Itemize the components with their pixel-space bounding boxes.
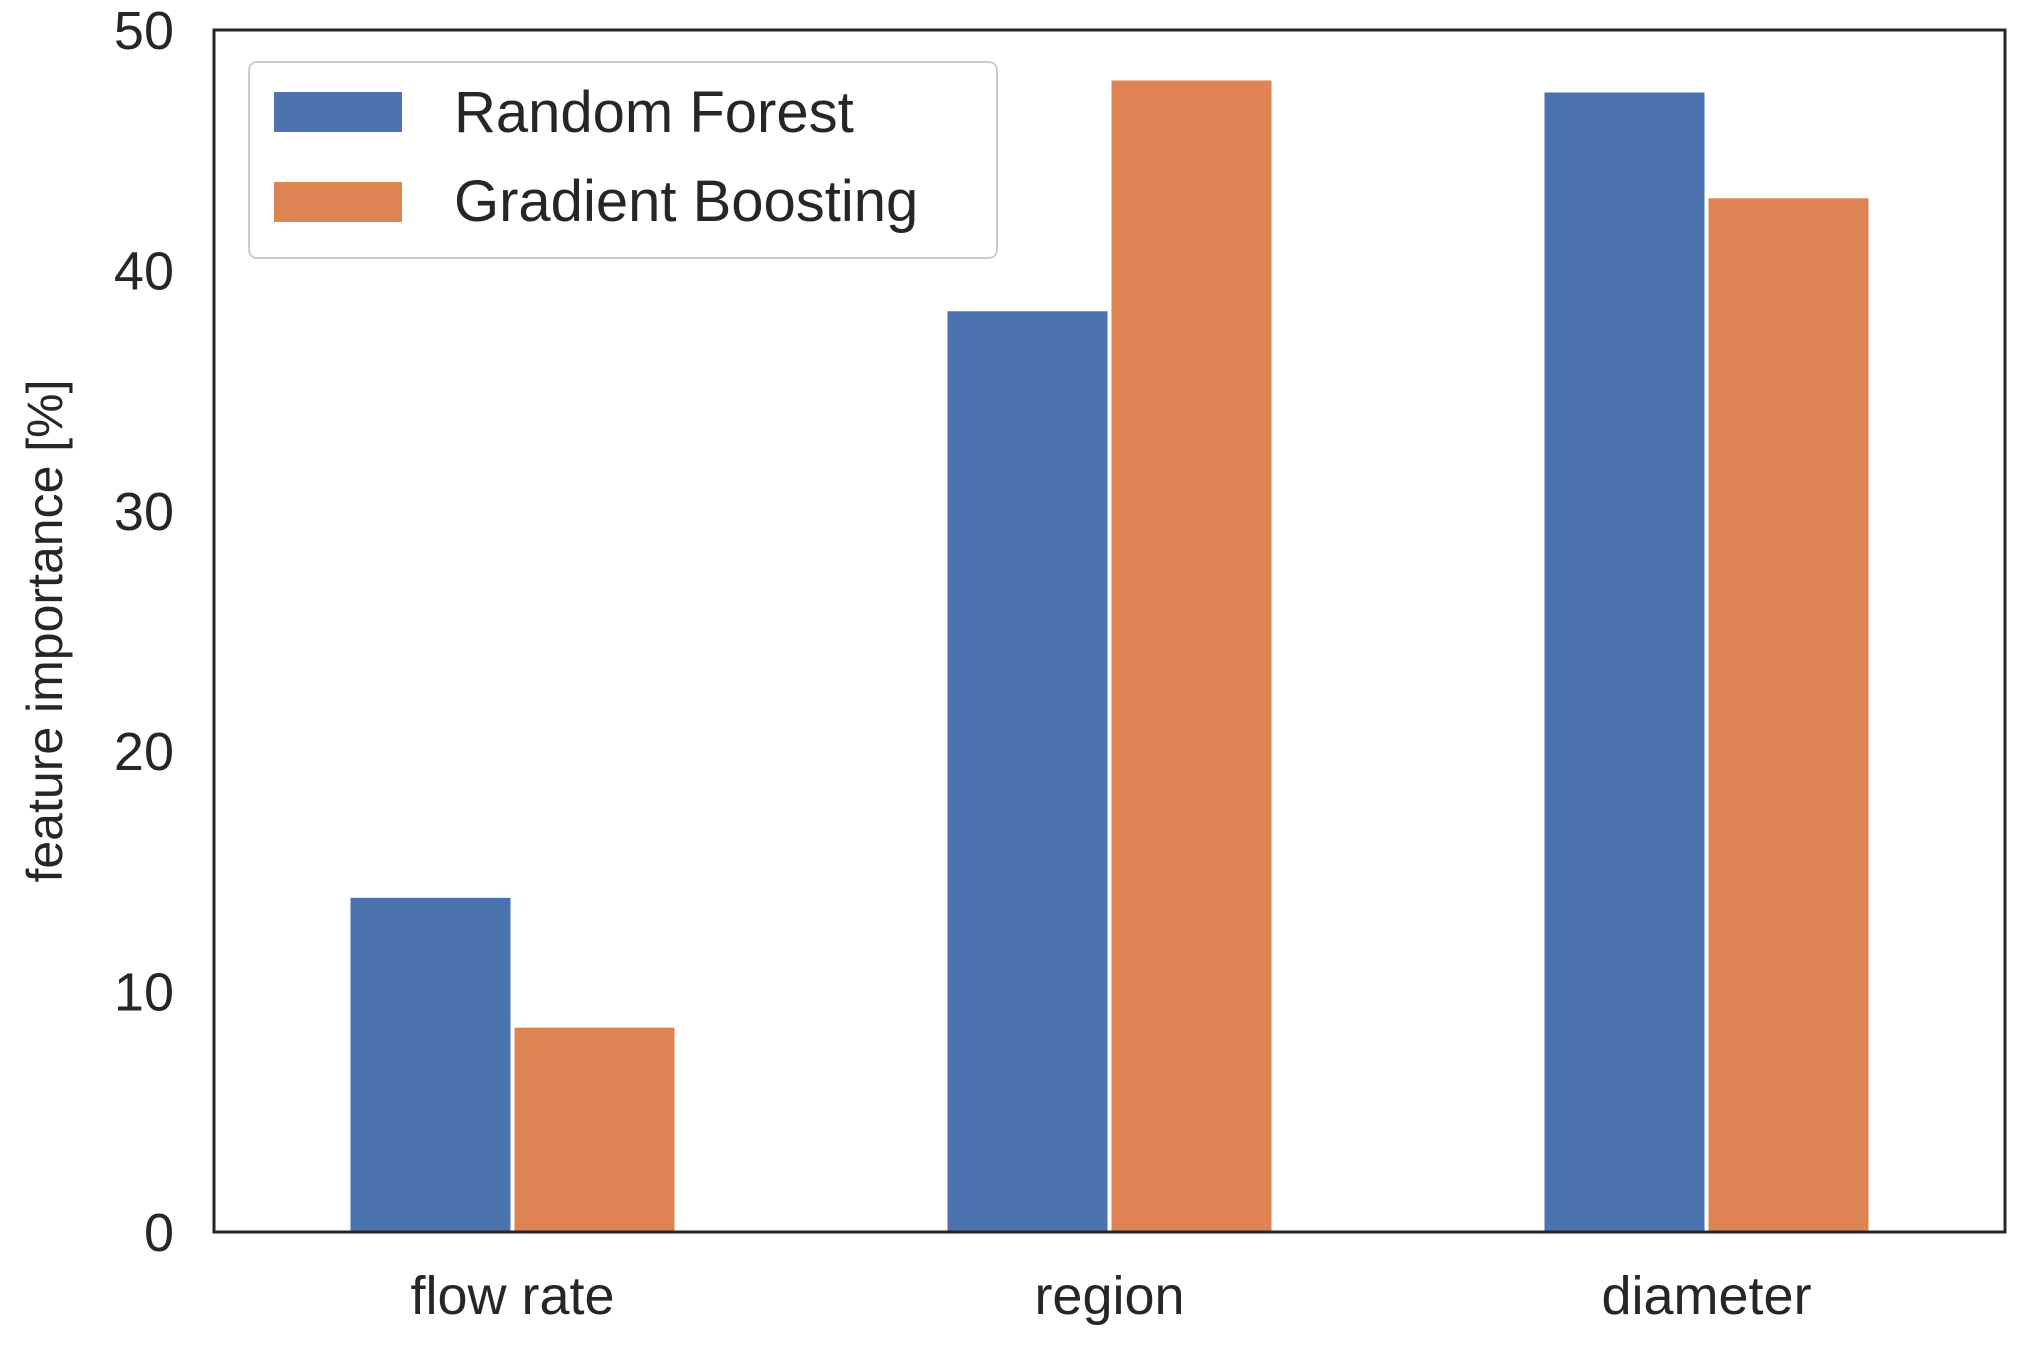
- y-tick-label-40: 40: [114, 241, 174, 301]
- y-tick-label-10: 10: [114, 963, 174, 1023]
- y-axis-title: feature importance [%]: [17, 379, 73, 882]
- bars-layer: [350, 80, 1869, 1232]
- legend-label-gradient-boosting: Gradient Boosting: [454, 169, 918, 234]
- legend-box: [248, 61, 998, 259]
- legend-swatch-gradient-boosting: [274, 182, 402, 222]
- x-tick-label-region: region: [1034, 1266, 1184, 1326]
- x-tick-label-flow-rate: flow rate: [410, 1266, 614, 1326]
- legend-swatch-random-forest: [274, 92, 402, 132]
- y-tick-label-50: 50: [114, 1, 174, 61]
- legend-label-random-forest: Random Forest: [454, 80, 854, 145]
- bar-random-forest-diameter: [1544, 92, 1705, 1232]
- bar-random-forest-region: [947, 311, 1108, 1232]
- legend: Random Forest Gradient Boosting: [248, 61, 998, 259]
- y-tick-label-20: 20: [114, 722, 174, 782]
- plot-frame: [212, 28, 2007, 1234]
- bar-random-forest-flow-rate: [350, 897, 511, 1232]
- x-axis-ticks: flow rate region diameter: [410, 1266, 1811, 1326]
- x-tick-label-diameter: diameter: [1601, 1266, 1811, 1326]
- bar-gradient-boosting-region: [1111, 80, 1272, 1232]
- bar-gradient-boosting-diameter: [1708, 198, 1869, 1232]
- y-tick-label-0: 0: [144, 1203, 174, 1263]
- bar-gradient-boosting-flow-rate: [514, 1027, 675, 1232]
- y-axis-ticks: 0 10 20 30 40 50: [114, 1, 174, 1263]
- y-tick-label-30: 30: [114, 482, 174, 542]
